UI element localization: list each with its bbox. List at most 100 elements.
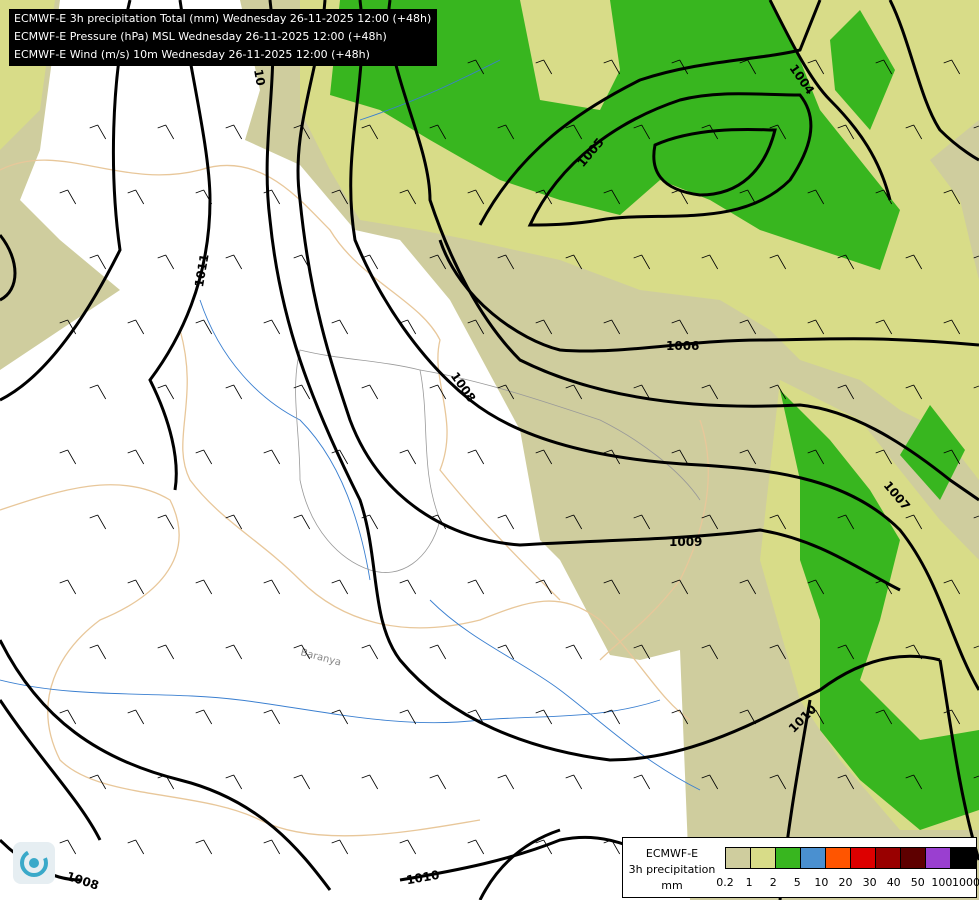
wind-barb: [331, 189, 349, 205]
wind-barb: [195, 579, 213, 595]
wind-barb: [807, 709, 825, 725]
wind-barb: [671, 189, 689, 205]
wind-barb: [127, 319, 145, 335]
precip-legend: ECMWF-E 3h precipitation mm 0.2 1 2 5 10 20 30…: [622, 837, 979, 898]
wind-barb: [905, 774, 923, 790]
wind-barb: [671, 319, 689, 335]
wind-barb: [293, 644, 311, 660]
wind-barb: [603, 449, 621, 465]
wind-barb: [361, 384, 379, 400]
legend-swatch: [951, 848, 975, 868]
wind-barb: [905, 124, 923, 140]
legend-tick: 50: [910, 876, 925, 889]
wind-barb: [429, 254, 447, 270]
wind-barb: [633, 774, 651, 790]
wind-barb: [905, 514, 923, 530]
title-wind: ECMWF-E Wind (m/s) 10m Wednesday 26-11-2…: [14, 48, 370, 61]
wind-barb: [361, 254, 379, 270]
wind-barb: [671, 579, 689, 595]
legend-swatch: [776, 848, 801, 868]
precip-area-2-5: [330, 0, 979, 830]
wind-barb: [497, 384, 515, 400]
wind-barb: [467, 59, 485, 75]
wind-barb: [905, 644, 923, 660]
wind-barb: [769, 124, 787, 140]
legend-unit: mm: [661, 879, 683, 892]
logo-icon: [13, 842, 55, 884]
wind-barb: [633, 644, 651, 660]
legend-tick: 20: [838, 876, 853, 889]
wind-barb: [837, 514, 855, 530]
legend-model: ECMWF-E: [645, 847, 699, 860]
wind-barb: [89, 644, 107, 660]
wind-barb: [331, 839, 349, 855]
wind-barb: [89, 774, 107, 790]
isobar-label: 1010: [405, 868, 440, 888]
wind-barb: [837, 644, 855, 660]
wind-barb: [59, 839, 77, 855]
wind-barb: [263, 189, 281, 205]
wind-barb: [157, 254, 175, 270]
wind-barb: [769, 254, 787, 270]
wind-barb: [467, 449, 485, 465]
wind-barb: [195, 449, 213, 465]
legend-tick: 40: [886, 876, 901, 889]
wind-barb: [157, 124, 175, 140]
wind-barb: [701, 254, 719, 270]
wind-barb: [739, 319, 757, 335]
wind-barb: [331, 319, 349, 335]
wind-barb: [497, 514, 515, 530]
legend-tick: 2: [769, 876, 777, 889]
wind-barb: [429, 514, 447, 530]
wind-barb: [399, 189, 417, 205]
wind-barb: [399, 839, 417, 855]
legend-tick: 100: [931, 876, 953, 889]
wind-barb: [701, 514, 719, 530]
legend-title: ECMWF-E 3h precipitation mm: [623, 846, 721, 894]
wind-barb: [59, 319, 77, 335]
wind-barb: [497, 254, 515, 270]
wind-barb: [263, 579, 281, 595]
wind-barb: [361, 124, 379, 140]
wind-barb: [633, 384, 651, 400]
wind-barbs: [59, 59, 979, 855]
wind-barb: [565, 774, 583, 790]
wind-barb: [361, 644, 379, 660]
wind-barb: [429, 384, 447, 400]
wind-barb: [293, 254, 311, 270]
wind-barb: [225, 774, 243, 790]
isobar-label: 1006: [666, 339, 699, 353]
legend-tick: 30: [862, 876, 877, 889]
wind-barb: [263, 319, 281, 335]
wind-barb: [875, 579, 893, 595]
wind-barb: [89, 384, 107, 400]
wind-barb: [195, 319, 213, 335]
wind-barb: [671, 449, 689, 465]
isobar-label: 1011: [192, 253, 212, 288]
wind-barb: [429, 774, 447, 790]
wind-barb: [293, 774, 311, 790]
wind-barb: [535, 839, 553, 855]
legend-tick: 5: [793, 876, 801, 889]
wind-barb: [331, 579, 349, 595]
wind-barb: [59, 189, 77, 205]
wind-barb: [195, 839, 213, 855]
isobar-label: 1009: [669, 535, 702, 549]
wind-barb: [837, 124, 855, 140]
map-title-box: ECMWF-E 3h precipitation Total (mm) Wedn…: [9, 9, 438, 66]
wind-barb: [807, 59, 825, 75]
wind-barb: [225, 644, 243, 660]
wind-barb: [399, 449, 417, 465]
wind-barb: [701, 774, 719, 790]
wind-barb: [59, 709, 77, 725]
legend-swatch: [826, 848, 851, 868]
wind-barb: [263, 839, 281, 855]
wind-barb: [497, 124, 515, 140]
wind-barb: [769, 514, 787, 530]
title-precipitation: ECMWF-E 3h precipitation Total (mm) Wedn…: [14, 12, 432, 25]
wind-barb: [943, 319, 961, 335]
wind-barb: [973, 645, 979, 649]
wind-barb: [565, 514, 583, 530]
wind-barb: [875, 59, 893, 75]
